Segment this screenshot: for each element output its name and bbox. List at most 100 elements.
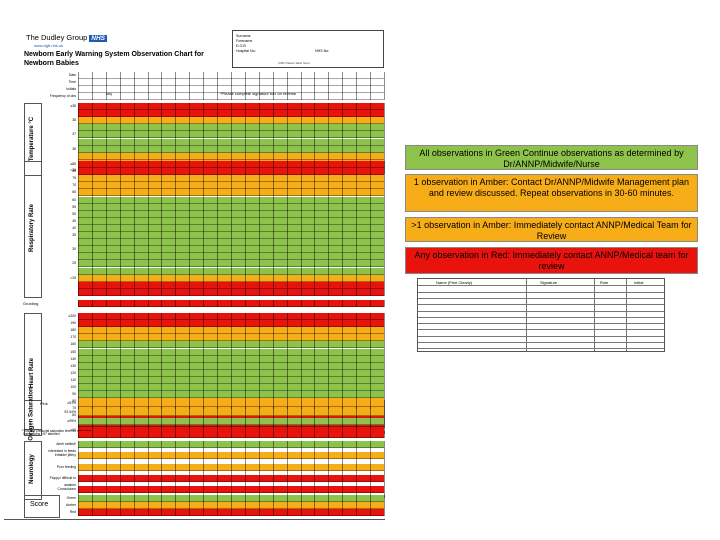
chart-band-amber[interactable] bbox=[78, 463, 384, 471]
neuro-section-label: Neurology bbox=[26, 441, 38, 498]
chart-band-amber[interactable] bbox=[78, 117, 384, 125]
chart-band-amber[interactable] bbox=[78, 452, 384, 460]
grid-column-line bbox=[203, 400, 204, 428]
observation-chart: The Dudley Group NHS www.dgft.nhs.uk Newb… bbox=[20, 27, 385, 519]
chart-band-amber[interactable] bbox=[78, 152, 384, 160]
chart-band-red[interactable] bbox=[78, 288, 384, 296]
row-label: 36 bbox=[72, 146, 76, 151]
chart-band-green[interactable] bbox=[78, 239, 384, 247]
chart-band-red[interactable] bbox=[78, 509, 384, 517]
grid-column-line bbox=[370, 300, 371, 308]
row-label: 170 bbox=[70, 335, 76, 340]
chart-band-green[interactable] bbox=[78, 210, 384, 218]
chart-band-green[interactable] bbox=[78, 267, 384, 275]
chart-band-amber[interactable] bbox=[78, 400, 384, 407]
chart-band-green[interactable] bbox=[78, 362, 384, 370]
chart-band-green[interactable] bbox=[78, 384, 384, 391]
chart-band-red[interactable] bbox=[78, 320, 384, 328]
chart-band-green[interactable] bbox=[78, 232, 384, 239]
chart-band-green[interactable] bbox=[78, 260, 384, 268]
grid-column-line bbox=[258, 441, 260, 498]
chart-band-amber[interactable] bbox=[78, 182, 384, 190]
chart-band-green[interactable] bbox=[78, 418, 384, 426]
grid-column-line bbox=[286, 400, 288, 428]
chart-band-amber[interactable] bbox=[78, 175, 384, 183]
chart-band-green[interactable] bbox=[78, 348, 384, 356]
row-label: 150 bbox=[70, 349, 76, 354]
chart-band-green[interactable] bbox=[78, 355, 384, 363]
chart-band-green[interactable] bbox=[78, 131, 384, 139]
chart-band-red[interactable] bbox=[78, 300, 384, 307]
grid-column-line bbox=[147, 431, 149, 439]
chart-band-white[interactable] bbox=[78, 79, 384, 86]
chart-band-green[interactable] bbox=[78, 145, 384, 153]
chart-band-red[interactable] bbox=[78, 110, 384, 118]
chart-band-green[interactable] bbox=[78, 217, 384, 225]
chart-band-green[interactable] bbox=[78, 196, 384, 204]
chart-band-green[interactable] bbox=[78, 369, 384, 377]
grid-column-line bbox=[328, 441, 329, 498]
chart-band-amber[interactable] bbox=[78, 327, 384, 335]
grid-column-line bbox=[119, 72, 121, 100]
chart-band-amber[interactable] bbox=[78, 409, 384, 417]
grid-column-line bbox=[203, 495, 204, 517]
chart-title-line2: Newborn Babies bbox=[24, 59, 79, 67]
grid-column-line bbox=[78, 72, 79, 100]
chart-band-green[interactable] bbox=[78, 246, 384, 254]
chart-band-red[interactable] bbox=[78, 486, 384, 494]
grid-column-line bbox=[244, 300, 246, 308]
chart-band-amber[interactable] bbox=[78, 189, 384, 197]
grid-column-line bbox=[133, 495, 135, 517]
signature-row-line bbox=[418, 329, 664, 330]
chart-band-green[interactable] bbox=[78, 495, 384, 502]
grid-column-line bbox=[147, 161, 149, 296]
grid-column-line bbox=[384, 103, 385, 174]
chart-band-green[interactable] bbox=[78, 124, 384, 132]
chart-band-green[interactable] bbox=[78, 253, 384, 261]
chart-band-amber[interactable] bbox=[78, 274, 384, 282]
chart-band-green[interactable] bbox=[78, 203, 384, 211]
grunting-row-label: Grunting bbox=[23, 301, 39, 306]
grid-column-line bbox=[175, 161, 176, 296]
chart-band-white[interactable] bbox=[78, 93, 384, 100]
signature-row-line bbox=[418, 323, 664, 324]
chart-band-red[interactable] bbox=[78, 161, 384, 168]
chart-band-red[interactable] bbox=[78, 431, 384, 438]
chart-band-green[interactable] bbox=[78, 376, 384, 384]
grid-column-line bbox=[203, 431, 204, 439]
chart-band-green[interactable] bbox=[78, 341, 384, 349]
grid-column-line bbox=[161, 103, 162, 174]
grid-column-line bbox=[272, 400, 274, 428]
row-label: 25 bbox=[72, 261, 76, 266]
chart-band-green[interactable] bbox=[78, 441, 384, 448]
chart-band-green[interactable] bbox=[78, 224, 384, 232]
chart-band-white[interactable] bbox=[78, 86, 384, 93]
grid-column-line bbox=[300, 161, 302, 296]
chart-band-green[interactable] bbox=[78, 391, 384, 399]
grid-column-line bbox=[300, 72, 302, 100]
chart-band-red[interactable] bbox=[78, 168, 384, 176]
grid-column-line bbox=[161, 300, 162, 308]
grid-column-line bbox=[384, 431, 385, 439]
grid-column-line bbox=[356, 72, 357, 100]
sig-header-signature: Signature bbox=[540, 280, 558, 285]
row-label: 38 bbox=[72, 118, 76, 123]
chart-band-red[interactable] bbox=[78, 313, 384, 320]
grid-column-line bbox=[258, 72, 260, 100]
chart-band-white[interactable] bbox=[78, 72, 384, 79]
grid-column-line bbox=[286, 441, 288, 498]
chart-band-red[interactable] bbox=[78, 281, 384, 289]
grid-column-line bbox=[105, 431, 107, 439]
grid-column-line bbox=[314, 103, 315, 174]
grid-column-line bbox=[119, 495, 121, 517]
chart-band-red[interactable] bbox=[78, 475, 384, 483]
chart-band-amber[interactable] bbox=[78, 502, 384, 510]
header-row-label-time: Time bbox=[68, 80, 76, 84]
grid-column-line bbox=[217, 161, 218, 296]
chart-band-green[interactable] bbox=[78, 138, 384, 146]
row-label: Alert/ settled/ interested in feeds bbox=[48, 442, 76, 453]
grid-column-line bbox=[258, 313, 260, 434]
chart-band-amber[interactable] bbox=[78, 334, 384, 342]
grid-column-line bbox=[189, 72, 190, 100]
chart-band-red[interactable] bbox=[78, 103, 384, 110]
